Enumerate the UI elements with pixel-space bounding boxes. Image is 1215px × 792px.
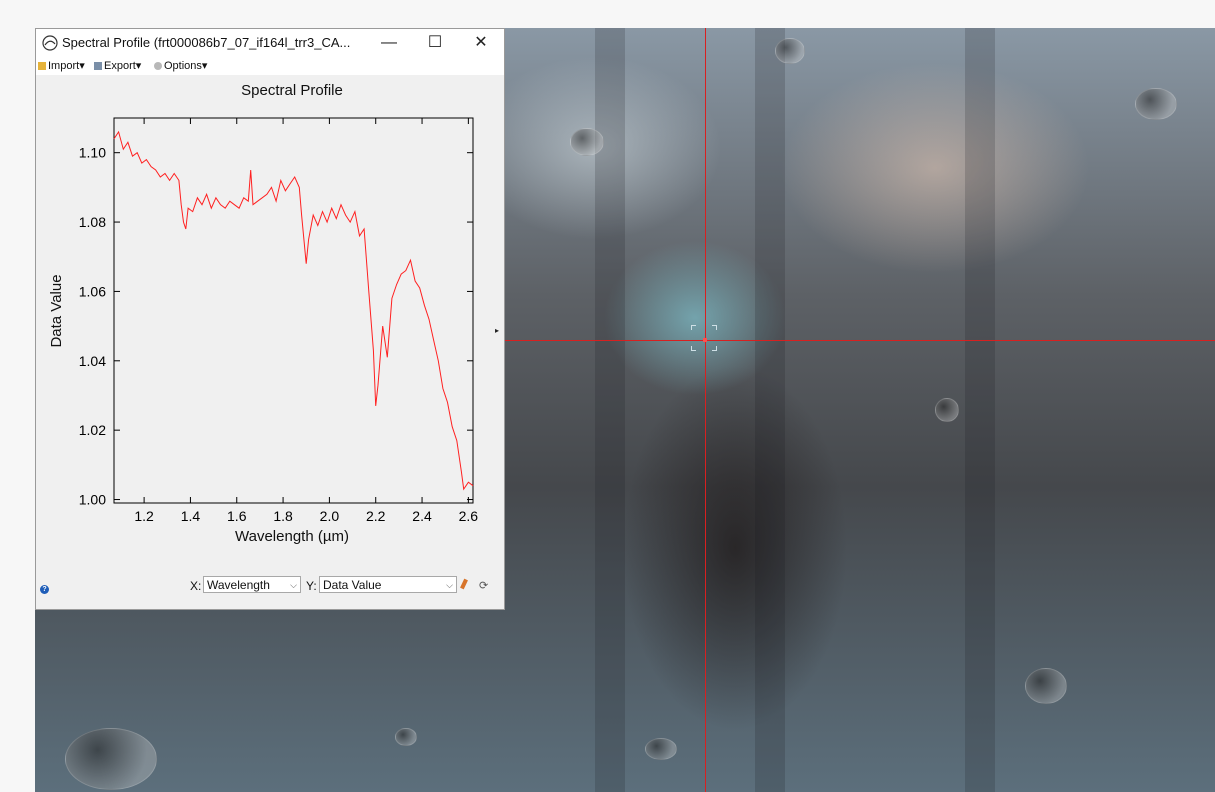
x-tick-label: 1.4 bbox=[181, 508, 201, 524]
crater bbox=[775, 38, 805, 64]
x-tick-label: 1.8 bbox=[273, 508, 293, 524]
plot-area[interactable]: Spectral Profile 1.2 1.4 1.6 1.8 2.0 2.2 2.4 2.… bbox=[36, 75, 504, 575]
y-tick-label: 1.06 bbox=[79, 283, 106, 299]
y-axis-select[interactable]: Data Value ⌵ bbox=[319, 576, 457, 593]
crater bbox=[645, 738, 677, 760]
pixel-cursor bbox=[703, 338, 707, 342]
spectral-chart: Spectral Profile 1.2 1.4 1.6 1.8 2.0 2.2 2.4 2.… bbox=[48, 82, 478, 545]
options-label: Options bbox=[164, 60, 202, 72]
x-tick-label: 1.2 bbox=[134, 508, 154, 524]
close-button[interactable]: ✕ bbox=[474, 34, 488, 51]
series-line bbox=[113, 130, 474, 491]
save-icon bbox=[94, 62, 102, 70]
maximize-button[interactable]: ☐ bbox=[427, 34, 443, 51]
export-label: Export bbox=[104, 60, 136, 72]
crosshair-vertical bbox=[705, 28, 706, 792]
options-menu[interactable]: Options▾ bbox=[154, 59, 207, 72]
y-axis: 1.00 1.02 1.04 1.06 1.08 1.10 bbox=[79, 145, 473, 508]
chevron-down-icon: ⌵ bbox=[290, 580, 297, 590]
y-selector-label: Y: bbox=[306, 579, 317, 593]
window-title: Spectral Profile (frt000086b7_07_if164l_… bbox=[62, 35, 351, 50]
title-bar[interactable]: Spectral Profile (frt000086b7_07_if164l_… bbox=[36, 29, 504, 57]
expand-arrow-icon[interactable]: ▸ bbox=[495, 326, 500, 335]
help-icon[interactable]: ? bbox=[40, 585, 49, 594]
axis-selector-bar: ? X: Wavelength ⌵ Y: Data Value ⌵ ⟳ bbox=[36, 573, 504, 609]
x-tick-label: 2.6 bbox=[459, 508, 479, 524]
import-label: Import bbox=[48, 60, 80, 72]
x-tick-label: 2.0 bbox=[320, 508, 340, 524]
y-tick-label: 1.04 bbox=[79, 353, 106, 369]
crater bbox=[1135, 88, 1177, 120]
chart-title: Spectral Profile bbox=[241, 82, 343, 99]
image-stripe bbox=[755, 28, 785, 792]
gear-icon bbox=[154, 62, 162, 70]
minimize-button[interactable]: — bbox=[381, 34, 397, 51]
chevron-down-icon: ▾ bbox=[201, 60, 208, 72]
y-tick-label: 1.00 bbox=[79, 492, 106, 508]
x-tick-label: 2.4 bbox=[412, 508, 432, 524]
chevron-down-icon: ▾ bbox=[79, 60, 85, 72]
app-icon bbox=[42, 35, 58, 51]
y-axis-label: Data Value bbox=[48, 274, 65, 347]
x-axis-select[interactable]: Wavelength ⌵ bbox=[203, 576, 301, 593]
y-tick-label: 1.10 bbox=[79, 145, 106, 161]
pencil-icon[interactable] bbox=[460, 578, 468, 590]
pixel-cursor-box bbox=[691, 325, 717, 351]
desktop-margin bbox=[0, 0, 35, 792]
plot-frame bbox=[113, 117, 474, 504]
y-tick-label: 1.08 bbox=[79, 214, 106, 230]
crater bbox=[570, 128, 604, 156]
menu-bar: Import▾ Export▾ Options▾ bbox=[36, 57, 504, 75]
refresh-icon[interactable]: ⟳ bbox=[479, 580, 489, 592]
x-tick-label: 1.6 bbox=[227, 508, 247, 524]
import-icon bbox=[38, 62, 46, 70]
spectral-profile-window: Spectral Profile (frt000086b7_07_if164l_… bbox=[35, 28, 505, 610]
crater bbox=[395, 728, 417, 746]
y-tick-label: 1.02 bbox=[79, 422, 106, 438]
x-selector-label: X: bbox=[190, 579, 202, 593]
crater bbox=[65, 728, 157, 790]
image-stripe bbox=[965, 28, 995, 792]
x-axis-label: Wavelength (µm) bbox=[235, 528, 349, 545]
image-stripe bbox=[595, 28, 625, 792]
crater bbox=[935, 398, 959, 422]
chevron-down-icon: ⌵ bbox=[446, 580, 453, 590]
import-menu[interactable]: Import▾ bbox=[38, 59, 85, 72]
x-axis: 1.2 1.4 1.6 1.8 2.0 2.2 2.4 2.6 bbox=[134, 118, 478, 524]
x-tick-label: 2.2 bbox=[366, 508, 386, 524]
chevron-down-icon: ▾ bbox=[135, 60, 142, 72]
crosshair-horizontal bbox=[505, 340, 1215, 341]
x-axis-value: Wavelength bbox=[207, 578, 270, 592]
y-axis-value: Data Value bbox=[323, 578, 382, 592]
export-menu[interactable]: Export▾ bbox=[94, 59, 141, 72]
crater bbox=[1025, 668, 1067, 704]
